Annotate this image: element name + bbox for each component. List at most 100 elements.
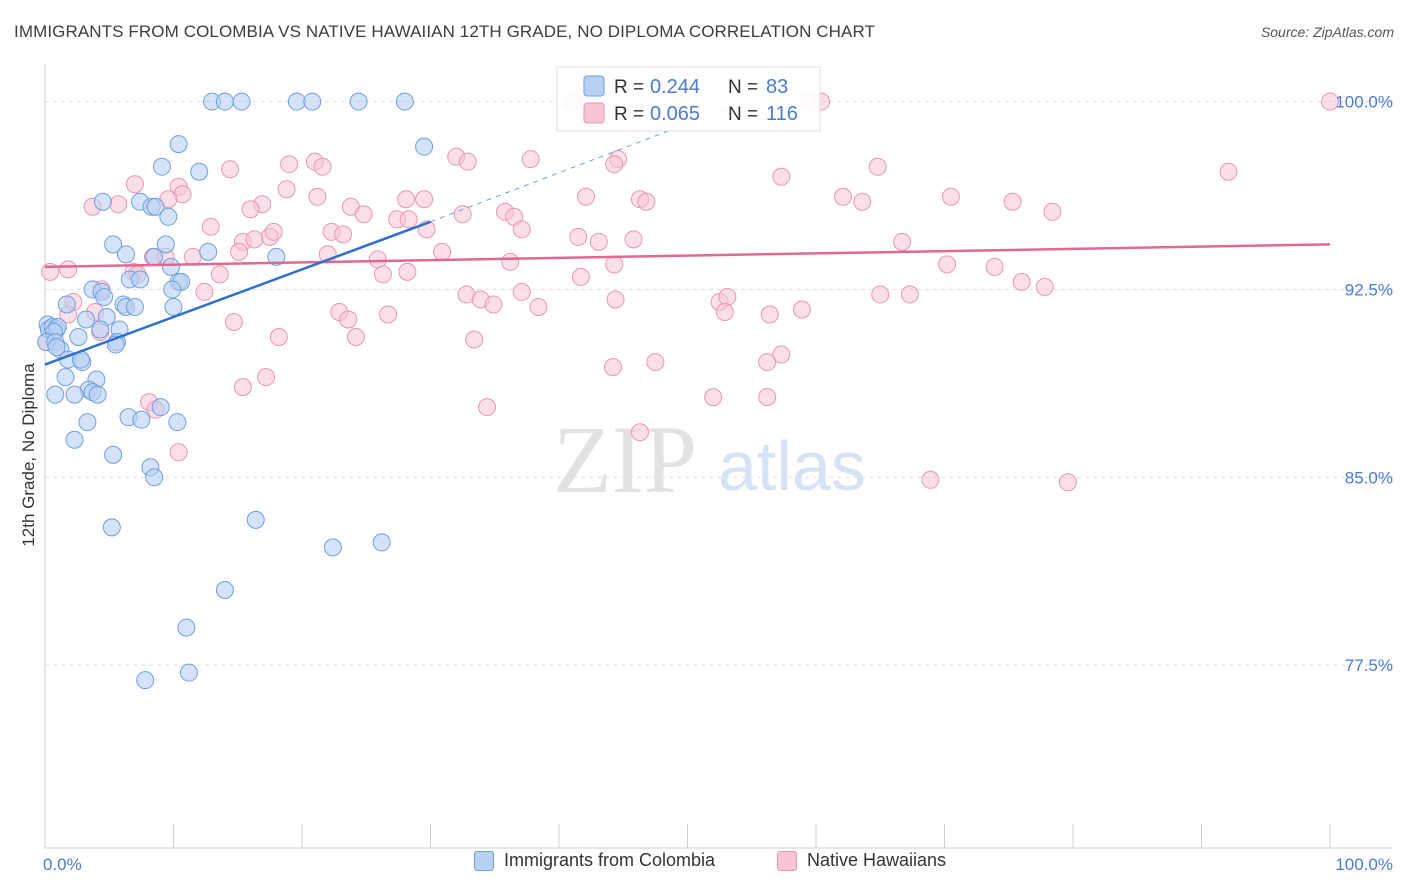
colombia-point [65, 430, 84, 449]
colombia-point [91, 320, 110, 339]
hawaiian-point [346, 328, 365, 347]
colombia-point [163, 280, 182, 299]
x-tick-label-min: 0.0% [43, 855, 82, 874]
hawaiian-point [379, 305, 398, 324]
hawaiian-point [1219, 162, 1238, 181]
colombia-point [145, 247, 164, 266]
stats-swatch [583, 102, 605, 124]
hawaiian-point [230, 242, 249, 261]
stats-r-value: 0.244 [650, 76, 700, 98]
colombia-point [93, 192, 112, 211]
hawaiian-point [938, 255, 957, 274]
hawaiian-point [871, 285, 890, 304]
hawaiian-point [760, 305, 779, 324]
bottom-legend: Immigrants from Colombia Native Hawaiian… [0, 850, 1406, 878]
hawaiian-point [368, 250, 387, 269]
hawaiian-point [453, 205, 472, 224]
colombia-point [46, 385, 65, 404]
hawaiian-point [985, 257, 1004, 276]
hawaiian-point [630, 423, 649, 442]
hawaiian-point [758, 388, 777, 407]
hawaiian-point [241, 200, 260, 219]
colombia-point [177, 618, 196, 637]
colombia-point [372, 533, 391, 552]
hawaiian-point [637, 192, 656, 211]
hawaiian-point [646, 353, 665, 372]
colombia-point [125, 297, 144, 316]
colombia-point [47, 338, 66, 357]
hawaiian-point [715, 302, 734, 321]
hawaiian-point [233, 378, 252, 397]
colombia-point [65, 385, 84, 404]
colombia-point [169, 135, 188, 154]
y-axis-title: 12th Grade, No Diploma [19, 363, 38, 547]
hawaiian-point [1043, 202, 1062, 221]
hawaiian-point [183, 247, 202, 266]
colombia-point [131, 270, 150, 289]
hawaiian-point [221, 160, 240, 179]
legend-item-hawaiians[interactable]: Native Hawaiians [777, 850, 946, 871]
colombia-point [151, 398, 170, 417]
hawaiian-point [529, 297, 548, 316]
y-tick-label: 92.5% [1345, 280, 1393, 299]
colombia-trend-line [44, 220, 431, 366]
legend-item-colombia[interactable]: Immigrants from Colombia [474, 850, 715, 871]
watermark-zip: ZIP [553, 406, 697, 513]
hawaiian-point [458, 152, 477, 171]
hawaiian-point [210, 265, 229, 284]
legend-swatch-pink [777, 850, 797, 871]
colombia-point [179, 663, 198, 682]
colombia-point [69, 328, 88, 347]
hawaiian-point [704, 388, 723, 407]
colombia-point [56, 368, 75, 387]
legend-label-colombia: Immigrants from Colombia [504, 850, 716, 870]
stats-n-label: N = [728, 77, 758, 98]
hawaiian-point [109, 195, 128, 214]
hawaiian-point [921, 470, 940, 489]
hawaiian-point [1003, 192, 1022, 211]
colombia-point [303, 92, 322, 111]
hawaiian-point [569, 227, 588, 246]
colombia-point [215, 581, 234, 600]
colombia-point [199, 242, 218, 261]
colombia-point [57, 295, 76, 314]
hawaiian-point [772, 345, 791, 364]
y-tick-label: 85.0% [1345, 468, 1393, 487]
hawaiian-point [397, 190, 416, 209]
hawaiian-point [501, 252, 520, 271]
colombia-point [395, 92, 414, 111]
colombia-point [164, 297, 183, 316]
hawaiian-point [484, 295, 503, 314]
hawaiian-point [576, 187, 595, 206]
hawaiian-point [718, 287, 737, 306]
colombia-point [102, 518, 121, 537]
x-tick-labels: 0.0% 100.0% [43, 855, 1393, 874]
hawaiian-point [308, 187, 327, 206]
colombia-point [136, 671, 155, 690]
hawaiian-point [398, 262, 417, 281]
colombia-point [152, 157, 171, 176]
colombia-point [146, 197, 165, 216]
colombia-point [77, 310, 96, 329]
stats-legend: R = 0.244 N = 83 R = 0.065 N = 116 [556, 66, 821, 132]
hawaiian-point [772, 167, 791, 186]
stats-r-label: R = [614, 77, 644, 98]
hawaiian-point [605, 155, 624, 174]
hawaiian-point [941, 187, 960, 206]
hawaiian-point [245, 230, 264, 249]
hawaiian-point [415, 190, 434, 209]
hawaiian-point [169, 443, 188, 462]
watermark: ZIP atlas [553, 406, 866, 513]
colombia-point [246, 510, 265, 529]
hawaiian-point [478, 398, 497, 417]
hawaiian-point [354, 205, 373, 224]
hawaiian-point [512, 282, 531, 301]
hawaiian-trend-line [44, 243, 1331, 269]
colombia-point [323, 538, 342, 557]
hawaiian-point [201, 217, 220, 236]
colombia-point [287, 92, 306, 111]
chart-title: IMMIGRANTS FROM COLOMBIA VS NATIVE HAWAI… [14, 22, 876, 41]
stats-r-label: R = [614, 104, 644, 125]
colombia-point [104, 445, 123, 464]
